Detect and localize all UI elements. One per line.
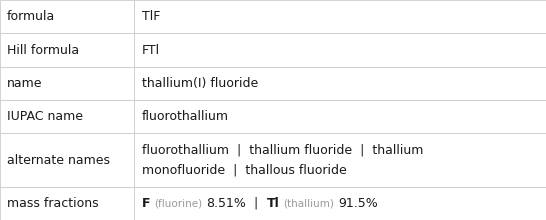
Bar xyxy=(0,133,134,187)
Bar xyxy=(134,33,546,67)
Text: Tl: Tl xyxy=(266,197,280,210)
Bar xyxy=(0,67,134,100)
Bar xyxy=(134,67,546,100)
Bar xyxy=(134,133,546,187)
Text: alternate names: alternate names xyxy=(7,154,110,167)
Text: (thallium): (thallium) xyxy=(283,198,334,208)
Text: |: | xyxy=(246,197,266,210)
Text: TlF: TlF xyxy=(142,10,161,23)
Text: fluorothallium  |  thallium fluoride  |  thallium
monofluoride  |  thallous fluo: fluorothallium | thallium fluoride | tha… xyxy=(142,144,423,176)
Bar xyxy=(0,187,134,220)
Text: 91.5%: 91.5% xyxy=(339,197,378,210)
Text: 8.51%: 8.51% xyxy=(206,197,246,210)
Text: fluorothallium: fluorothallium xyxy=(142,110,229,123)
Bar xyxy=(134,0,546,33)
Bar xyxy=(134,187,546,220)
Bar xyxy=(0,100,134,133)
Text: thallium(I) fluoride: thallium(I) fluoride xyxy=(142,77,258,90)
Text: IUPAC name: IUPAC name xyxy=(7,110,82,123)
Text: formula: formula xyxy=(7,10,55,23)
Bar xyxy=(0,33,134,67)
Bar xyxy=(134,100,546,133)
Text: FTl: FTl xyxy=(142,44,160,57)
Text: name: name xyxy=(7,77,42,90)
Bar xyxy=(0,0,134,33)
Text: F: F xyxy=(142,197,151,210)
Text: mass fractions: mass fractions xyxy=(7,197,98,210)
Text: Hill formula: Hill formula xyxy=(7,44,79,57)
Text: (fluorine): (fluorine) xyxy=(155,198,203,208)
